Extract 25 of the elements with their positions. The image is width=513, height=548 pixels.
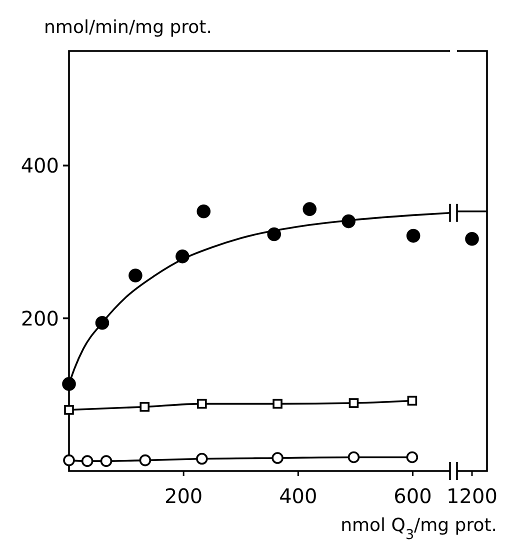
point — [406, 451, 418, 464]
y-axis-title: nmol/min/mg prot. — [44, 17, 212, 38]
point — [348, 398, 359, 408]
point — [64, 405, 74, 415]
x-tick-label: 400 — [279, 484, 318, 508]
x-tick-label: 600 — [394, 484, 432, 508]
point — [196, 452, 208, 465]
x-tick-label: 1200 — [446, 484, 498, 508]
point — [139, 454, 152, 466]
point — [406, 228, 420, 243]
point — [348, 451, 360, 464]
point — [81, 455, 94, 467]
point — [407, 396, 418, 406]
point — [272, 452, 284, 464]
point — [100, 455, 112, 467]
point — [140, 402, 150, 412]
x-axis-title: nmol Q$_{3}$/mg prot. — [340, 515, 497, 543]
x-tick-label: 200 — [164, 484, 203, 508]
point — [128, 268, 142, 282]
point — [196, 204, 211, 218]
point — [62, 377, 76, 391]
point — [197, 398, 207, 409]
point — [272, 398, 282, 409]
point — [63, 454, 75, 466]
point — [302, 202, 317, 216]
